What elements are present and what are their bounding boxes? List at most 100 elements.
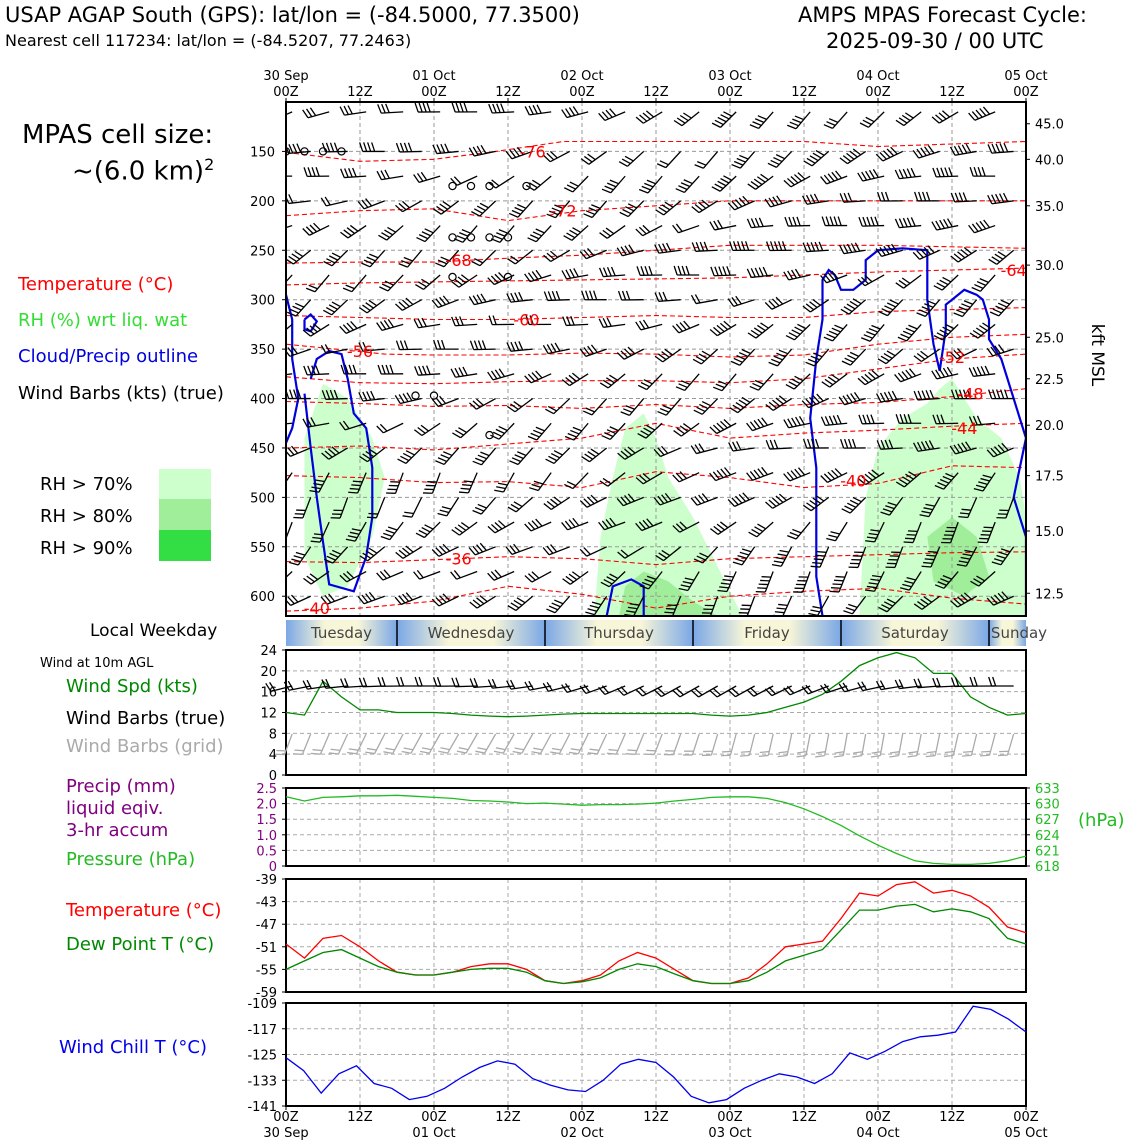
wind-barb-upper xyxy=(359,546,386,562)
wind-barb-upper xyxy=(302,222,330,236)
barb-flag xyxy=(794,268,801,278)
barb-flag xyxy=(510,341,516,352)
barb-flag xyxy=(989,311,1000,317)
y-tick-label: 8 xyxy=(269,727,277,742)
barb-flag xyxy=(839,438,845,449)
barb-flag xyxy=(723,175,733,181)
barb-flag xyxy=(583,684,591,693)
barb-flag xyxy=(543,503,552,510)
x-tick-top-hour: 12Z xyxy=(643,85,669,100)
barb-flag xyxy=(968,416,974,426)
barb-flag xyxy=(852,298,862,305)
barb-flag xyxy=(673,430,682,437)
barb-flag xyxy=(509,212,519,218)
barb-flag xyxy=(472,460,482,466)
wind-barb-upper xyxy=(286,224,293,229)
barb-flag xyxy=(655,209,665,216)
wind-barb-10m xyxy=(265,681,293,692)
barb-flag xyxy=(765,403,774,411)
barb-flag xyxy=(487,679,493,689)
barb-flag xyxy=(875,680,882,690)
weekday-band xyxy=(286,620,397,646)
barb-flag xyxy=(398,202,407,211)
barb-staff xyxy=(437,299,459,309)
barb-flag xyxy=(694,164,704,169)
barb-flag xyxy=(675,386,686,392)
wind-barb-grid xyxy=(998,733,1015,757)
barb-flag xyxy=(396,676,401,687)
wind-barb-upper xyxy=(675,175,700,194)
barb-flag xyxy=(564,435,575,441)
barb-flag xyxy=(622,208,632,215)
legend-rh70: RH > 70% xyxy=(40,474,133,495)
barb-flag xyxy=(914,191,919,202)
barb-flag xyxy=(642,112,651,120)
barb-flag xyxy=(303,167,308,177)
barb-flag xyxy=(675,523,684,531)
cell-size-value: ~(6.0 km)2 xyxy=(72,155,214,187)
barb-staff xyxy=(443,447,460,465)
barb-flag xyxy=(476,294,483,304)
wind-barb-upper xyxy=(764,296,792,310)
wind-barb-upper xyxy=(875,390,903,403)
barb-flag xyxy=(627,203,637,209)
barb-flag xyxy=(569,268,575,278)
wind-barb-grid xyxy=(979,733,996,757)
barb-staff xyxy=(286,472,293,483)
wind-barb-upper xyxy=(542,342,570,355)
barb-staff xyxy=(553,398,571,415)
barb-flag xyxy=(863,334,873,339)
barb-flag xyxy=(934,484,944,490)
barb-flag xyxy=(477,503,487,509)
barb-flag xyxy=(720,468,728,477)
barb-flag xyxy=(439,509,450,514)
weekday-label: Tuesday xyxy=(310,624,372,642)
wind-barb-upper xyxy=(561,106,589,119)
wind-barb-grid xyxy=(383,733,404,755)
barb-flag xyxy=(720,177,730,184)
barb-flag xyxy=(475,398,484,406)
barb-flag xyxy=(903,414,908,424)
rh-region xyxy=(859,378,1026,616)
x-tick-bottom-date: 05 Oct xyxy=(1004,1126,1047,1140)
barb-flag xyxy=(833,579,844,582)
barb-flag xyxy=(988,258,998,265)
barb-flag xyxy=(738,399,748,406)
barb-flag xyxy=(750,180,760,188)
y-tick-label: 4 xyxy=(269,748,277,763)
barb-staff xyxy=(517,447,534,465)
barb-flag xyxy=(380,170,386,180)
y-tick-right-label: 621 xyxy=(1035,844,1060,859)
barb-flag xyxy=(359,555,369,562)
temp-dewpoint-panel: -59-55-51-47-43-39 xyxy=(256,873,1027,1001)
barb-flag xyxy=(958,515,968,519)
barb-flag xyxy=(847,354,857,360)
wind-barb-upper xyxy=(986,344,1014,357)
barb-flag xyxy=(664,611,674,614)
barb-flag xyxy=(783,179,792,188)
barb-flag xyxy=(679,521,688,529)
barb-flag xyxy=(772,497,780,505)
barb-flag xyxy=(589,290,594,300)
barb-flag xyxy=(777,241,783,251)
barb-flag xyxy=(833,755,844,758)
barb-flag xyxy=(812,497,822,504)
barb-flag xyxy=(440,143,446,154)
barb-flag xyxy=(923,507,933,511)
barb-flag xyxy=(950,255,959,263)
barb-flag xyxy=(371,142,376,152)
barb-flag xyxy=(868,582,879,585)
wind-barb-upper xyxy=(694,151,719,169)
barb-flag xyxy=(828,118,839,123)
wind-barb-upper xyxy=(527,422,552,441)
wind-barb-upper xyxy=(415,274,441,290)
barb-flag xyxy=(811,438,816,449)
wind-barb-upper xyxy=(858,414,885,425)
barb-flag xyxy=(468,296,475,305)
barb-flag xyxy=(339,106,345,116)
barb-staff xyxy=(691,733,700,756)
barb-flag xyxy=(570,429,580,435)
barb-flag xyxy=(413,174,420,183)
barb-flag xyxy=(924,558,935,561)
barb-flag xyxy=(571,571,581,578)
